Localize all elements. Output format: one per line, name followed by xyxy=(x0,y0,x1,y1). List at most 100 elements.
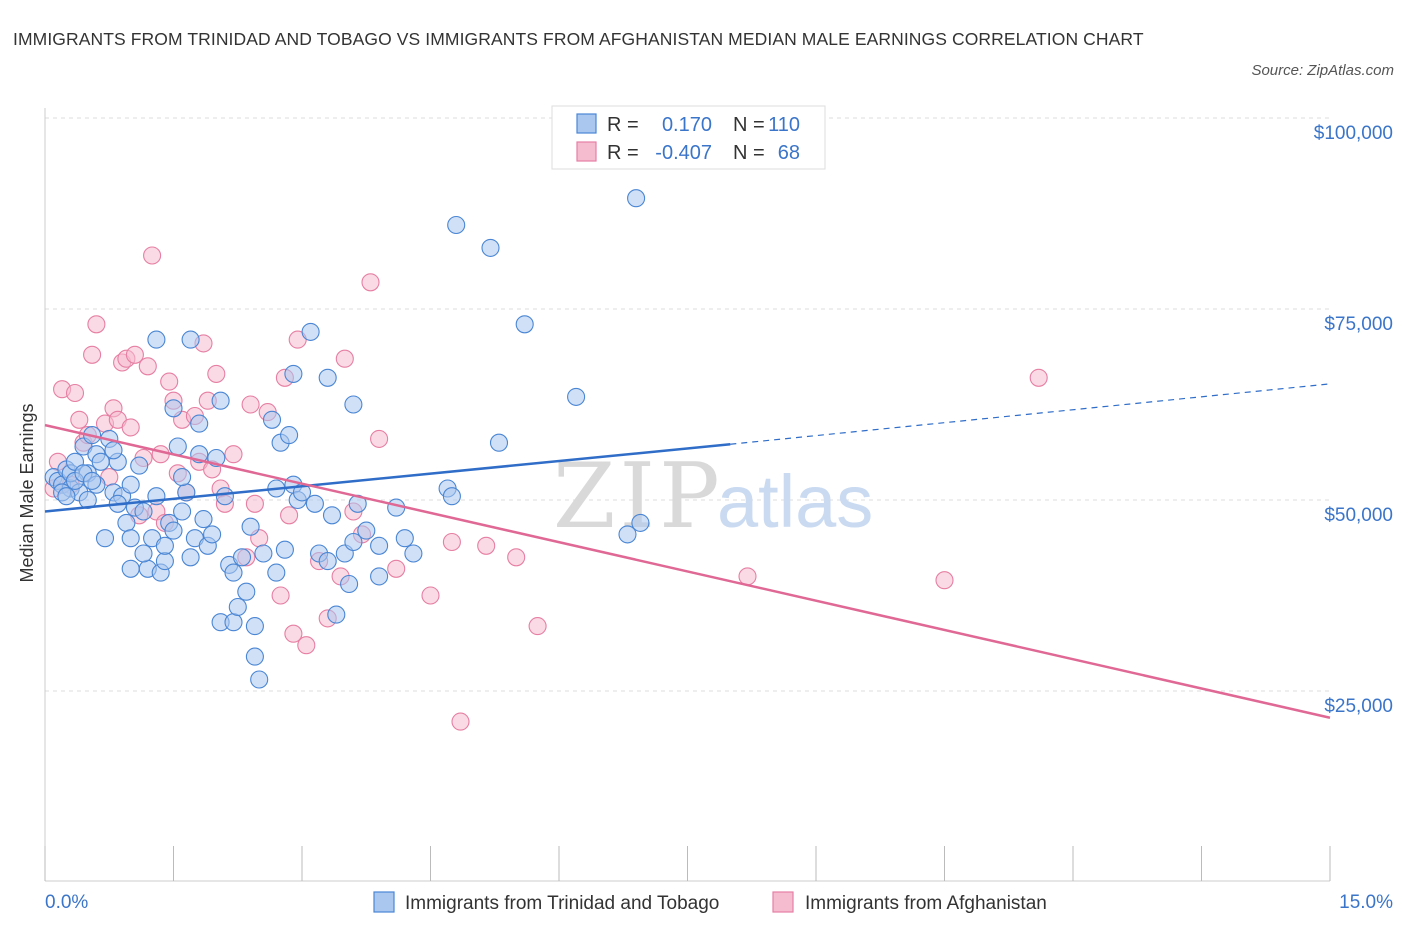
top-legend: R = 0.170 N = 110 R = -0.407 N = 68 xyxy=(551,105,826,170)
trend-line-trinidad xyxy=(44,442,731,513)
afghanistan-point-63 xyxy=(507,548,526,567)
trinidad-point-91 xyxy=(515,315,534,334)
trinidad-point-88 xyxy=(447,215,466,235)
afghanistan-point-25 xyxy=(160,372,179,391)
trinidad-point-45 xyxy=(203,525,222,544)
trinidad-point-55 xyxy=(241,517,260,536)
afghanistan-point-40 xyxy=(241,395,260,414)
trinidad-point-81 xyxy=(370,536,389,555)
bottom-legend-label-trinidad: Immigrants from Trinidad and Tobago xyxy=(405,893,719,914)
afghanistan-point-61 xyxy=(451,712,470,731)
watermark: ZIP atlas xyxy=(553,444,873,549)
trinidad-point-15 xyxy=(95,529,115,548)
afghanistan-point-59 xyxy=(421,586,440,605)
trinidad-point-87 xyxy=(442,487,461,506)
afghanistan-point-49 xyxy=(297,636,316,655)
afghanistan-point-67 xyxy=(1029,368,1048,387)
afghanistan-point-20 xyxy=(138,357,157,376)
afghanistan-point-57 xyxy=(370,429,389,448)
watermark-zip: ZIP xyxy=(553,444,724,549)
trinidad-point-69 xyxy=(301,322,320,341)
afghanistan-point-56 xyxy=(361,273,380,292)
x-tick-label-0: 0.0% xyxy=(45,892,88,913)
source-label: Source: ZipAtlas.com xyxy=(1251,62,1394,79)
trinidad-point-39 xyxy=(181,330,200,349)
legend-r-value-1: 0.170 xyxy=(662,114,712,136)
legend-r-label-2: R = xyxy=(607,142,639,164)
afghanistan-point-17 xyxy=(125,345,144,364)
trinidad-point-108 xyxy=(104,441,123,460)
afghanistan-point-53 xyxy=(335,349,354,368)
trinidad-point-49 xyxy=(215,487,234,506)
trinidad-point-53 xyxy=(228,597,247,617)
trinidad-point-47 xyxy=(211,391,230,410)
trinidad-point-73 xyxy=(318,368,337,387)
afghanistan-point-21 xyxy=(143,246,162,265)
trinidad-point-103 xyxy=(237,582,256,601)
trinidad-point-35 xyxy=(168,437,187,456)
trinidad-point-93 xyxy=(618,525,637,544)
legend-r-label-1: R = xyxy=(607,114,639,136)
trinidad-point-51 xyxy=(224,613,243,632)
trinidad-point-24 xyxy=(130,456,149,475)
trinidad-point-22 xyxy=(121,559,140,578)
afghanistan-point-47 xyxy=(284,624,303,643)
legend-box xyxy=(551,105,826,170)
series-afghanistan-points xyxy=(44,246,1048,731)
trinidad-point-72 xyxy=(318,552,337,571)
trinidad-point-43 xyxy=(194,510,213,529)
y-tick-labels: $25,000 $50,000 $75,000 $100,000 xyxy=(1314,123,1393,717)
x-tick-label-1: 15.0% xyxy=(1339,892,1393,913)
trinidad-point-74 xyxy=(322,506,342,525)
afghanistan-point-66 xyxy=(935,571,954,590)
trinidad-point-60 xyxy=(262,410,282,429)
trinidad-point-31 xyxy=(155,552,174,571)
trinidad-point-38 xyxy=(181,548,200,567)
trinidad-point-104 xyxy=(83,471,102,490)
afghanistan-point-65 xyxy=(738,567,757,586)
bottom-legend-swatch-afghanistan xyxy=(772,891,794,913)
trinidad-point-107 xyxy=(57,487,76,506)
trinidad-point-64 xyxy=(275,540,294,559)
afghanistan-point-23 xyxy=(151,445,170,464)
trinidad-point-67 xyxy=(284,364,303,383)
series-trinidad-points xyxy=(44,189,650,689)
trinidad-point-99 xyxy=(134,544,153,563)
trend-line-afghanistan xyxy=(44,423,1331,719)
axes xyxy=(44,108,1331,882)
trinidad-point-56 xyxy=(245,617,264,636)
bottom-legend: Immigrants from Trinidad and Tobago Immi… xyxy=(373,891,1047,914)
trinidad-point-61 xyxy=(267,563,286,582)
afghanistan-point-4 xyxy=(65,383,85,403)
trinidad-point-65 xyxy=(280,426,299,445)
trinidad-point-70 xyxy=(305,494,324,513)
trinidad-point-90 xyxy=(489,433,509,452)
trinidad-point-85 xyxy=(404,544,423,563)
trinidad-point-58 xyxy=(250,670,269,689)
afghanistan-point-8 xyxy=(83,345,102,364)
bottom-legend-swatch-trinidad xyxy=(373,891,395,913)
afghanistan-point-38 xyxy=(224,445,243,464)
afghanistan-point-46 xyxy=(280,506,299,525)
trinidad-point-102 xyxy=(155,536,174,555)
afghanistan-point-16 xyxy=(121,418,140,437)
legend-n-value-2: 68 xyxy=(778,142,800,164)
legend-swatch-trinidad xyxy=(576,113,597,134)
trinidad-point-21 xyxy=(121,475,140,494)
afghanistan-point-58 xyxy=(387,559,406,578)
trinidad-point-25 xyxy=(134,502,153,521)
trinidad-point-95 xyxy=(627,189,646,208)
legend-n-label-1: N = xyxy=(733,114,765,136)
afghanistan-point-44 xyxy=(271,586,290,605)
afghanistan-point-9 xyxy=(87,315,106,334)
trinidad-point-20 xyxy=(117,513,136,532)
afghanistan-point-5 xyxy=(70,410,89,429)
y-tick-label-0: $25,000 xyxy=(1324,696,1393,717)
bottom-legend-label-afghanistan: Immigrants from Afghanistan xyxy=(805,893,1047,914)
trinidad-point-77 xyxy=(340,574,359,594)
trend-lines xyxy=(44,383,1331,719)
trinidad-point-89 xyxy=(481,238,500,257)
x-tick-labels: 0.0% 15.0% xyxy=(45,892,1393,913)
y-tick-label-3: $100,000 xyxy=(1314,123,1393,144)
